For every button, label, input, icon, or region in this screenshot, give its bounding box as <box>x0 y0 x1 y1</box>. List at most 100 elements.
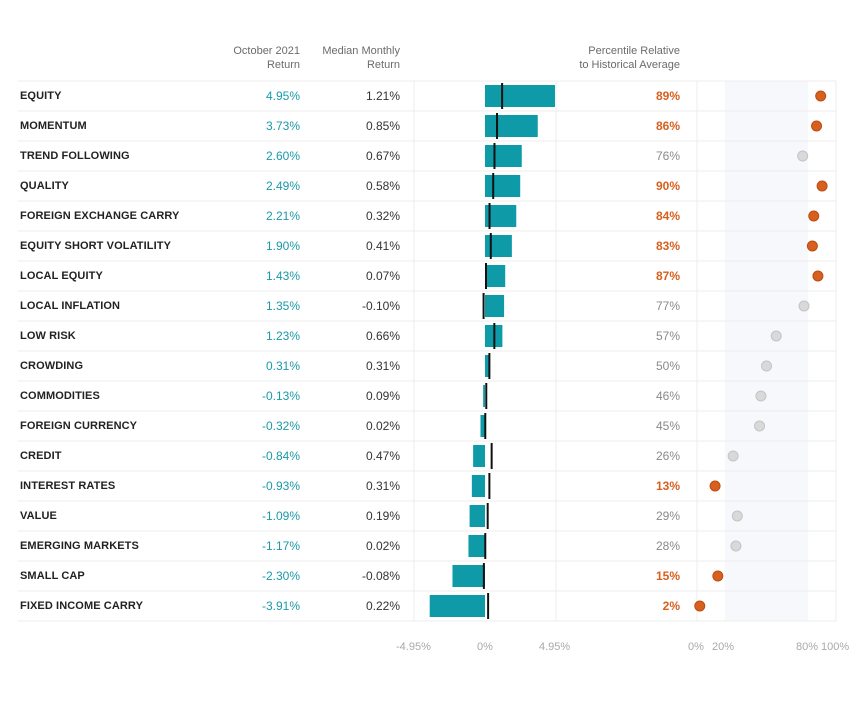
median-return-value: -0.10% <box>361 299 400 313</box>
factor-name: EMERGING MARKETS <box>20 540 139 552</box>
factor-name: EQUITY <box>20 90 62 102</box>
percentile-value: 46% <box>655 389 680 403</box>
median-return-value: 0.66% <box>365 329 400 343</box>
return-bar <box>485 265 506 287</box>
percentile-value: 76% <box>655 149 680 163</box>
percentile-dot <box>730 540 742 552</box>
october-return-value: -3.91% <box>261 599 300 613</box>
factor-name: COMMODITIES <box>20 390 100 402</box>
percentile-value: 57% <box>655 329 680 343</box>
median-return-value: 0.85% <box>365 119 400 133</box>
percentile-value: 90% <box>655 179 680 193</box>
header-median-line2: Return <box>366 59 400 71</box>
october-return-value: 2.60% <box>265 149 300 163</box>
october-return-value: -1.09% <box>261 509 300 523</box>
header-october-line2: Return <box>266 59 300 71</box>
percentile-value: 13% <box>655 479 680 493</box>
median-return-value: 0.58% <box>365 179 400 193</box>
percentile-dot <box>815 90 827 102</box>
return-bar <box>429 595 485 617</box>
median-return-value: 0.02% <box>365 419 400 433</box>
october-return-value: 3.73% <box>265 119 300 133</box>
header-median-return: Median Monthly Return <box>300 44 400 72</box>
factor-name: VALUE <box>20 510 57 522</box>
october-return-value: 4.95% <box>265 89 300 103</box>
factor-name: INTEREST RATES <box>20 480 116 492</box>
percentile-dot <box>770 330 782 342</box>
october-return-value: -0.13% <box>261 389 300 403</box>
october-return-value: -1.17% <box>261 539 300 553</box>
percentile-dot <box>755 390 767 402</box>
median-return-value: 0.41% <box>365 239 400 253</box>
median-return-value: 0.07% <box>365 269 400 283</box>
pct-axis-tick-80: 80% <box>796 641 819 653</box>
bar-axis-tick-neg: -4.95% <box>396 641 431 653</box>
return-bar <box>485 355 490 377</box>
october-return-value: -0.84% <box>261 449 300 463</box>
percentile-dot <box>797 150 809 162</box>
october-return-value: -0.93% <box>261 479 300 493</box>
median-return-value: 1.21% <box>365 89 400 103</box>
header-percentile: Percentile Relative to Historical Averag… <box>520 44 680 72</box>
header-percentile-line2: to Historical Average <box>579 59 680 71</box>
return-bar <box>468 535 485 557</box>
median-return-value: 0.31% <box>365 359 400 373</box>
pct-axis-tick-0: 0% <box>688 641 704 653</box>
percentile-dot <box>731 510 743 522</box>
percentile-dot <box>808 210 820 222</box>
factor-name: TREND FOLLOWING <box>20 150 130 162</box>
pct-axis-tick-20: 20% <box>712 641 735 653</box>
october-return-value: 1.90% <box>265 239 300 253</box>
percentile-value: 86% <box>655 119 680 133</box>
percentile-value: 83% <box>655 239 680 253</box>
percentile-dot <box>761 360 772 372</box>
median-return-value: 0.02% <box>365 539 400 553</box>
return-bar <box>452 565 485 587</box>
october-return-value: -0.32% <box>261 419 300 433</box>
factor-name: LOCAL EQUITY <box>20 270 103 282</box>
return-bar <box>485 85 555 107</box>
factor-name: LOCAL INFLATION <box>20 300 121 312</box>
percentile-value: 15% <box>655 569 680 583</box>
factor-name: CREDIT <box>20 450 62 462</box>
october-return-value: -2.30% <box>261 569 300 583</box>
header-median-line1: Median Monthly <box>322 45 400 57</box>
percentile-value: 87% <box>655 269 680 283</box>
header-october-line1: October 2021 <box>233 45 300 57</box>
return-bar <box>480 415 485 437</box>
bar-axis-tick-pos: 4.95% <box>539 641 571 653</box>
factor-name: FIXED INCOME CARRY <box>20 600 144 612</box>
percentile-dot <box>727 450 739 462</box>
median-return-value: 0.22% <box>365 599 400 613</box>
return-bar <box>485 115 538 137</box>
return-bar <box>473 445 485 467</box>
factor-name: MOMENTUM <box>20 120 87 132</box>
median-return-value: 0.47% <box>365 449 400 463</box>
median-return-value: 0.31% <box>365 479 400 493</box>
percentile-dot <box>754 420 766 432</box>
factor-name: SMALL CAP <box>20 570 85 582</box>
percentile-value: 50% <box>655 359 680 373</box>
median-return-value: 0.19% <box>365 509 400 523</box>
percentile-value: 29% <box>655 509 680 523</box>
october-return-value: 2.49% <box>265 179 300 193</box>
return-bar <box>483 385 485 407</box>
pct-axis-tick-100: 100% <box>821 641 850 653</box>
percentile-value: 26% <box>655 449 680 463</box>
factor-name: EQUITY SHORT VOLATILITY <box>20 240 172 252</box>
median-return-value: 0.67% <box>365 149 400 163</box>
percentile-dot <box>694 600 706 612</box>
header-october-return: October 2021 Return <box>200 44 300 72</box>
october-return-value: 1.35% <box>265 299 300 313</box>
return-bar <box>485 145 522 167</box>
header-percentile-line1: Percentile Relative <box>588 45 680 57</box>
october-return-value: 1.23% <box>265 329 300 343</box>
percentile-value: 89% <box>655 89 680 103</box>
percentile-dot <box>798 300 810 312</box>
factor-name: LOW RISK <box>20 330 76 342</box>
percentile-dot <box>712 570 724 582</box>
factor-name: FOREIGN CURRENCY <box>20 420 138 432</box>
percentile-value: 28% <box>655 539 680 553</box>
percentile-dot <box>806 240 818 252</box>
